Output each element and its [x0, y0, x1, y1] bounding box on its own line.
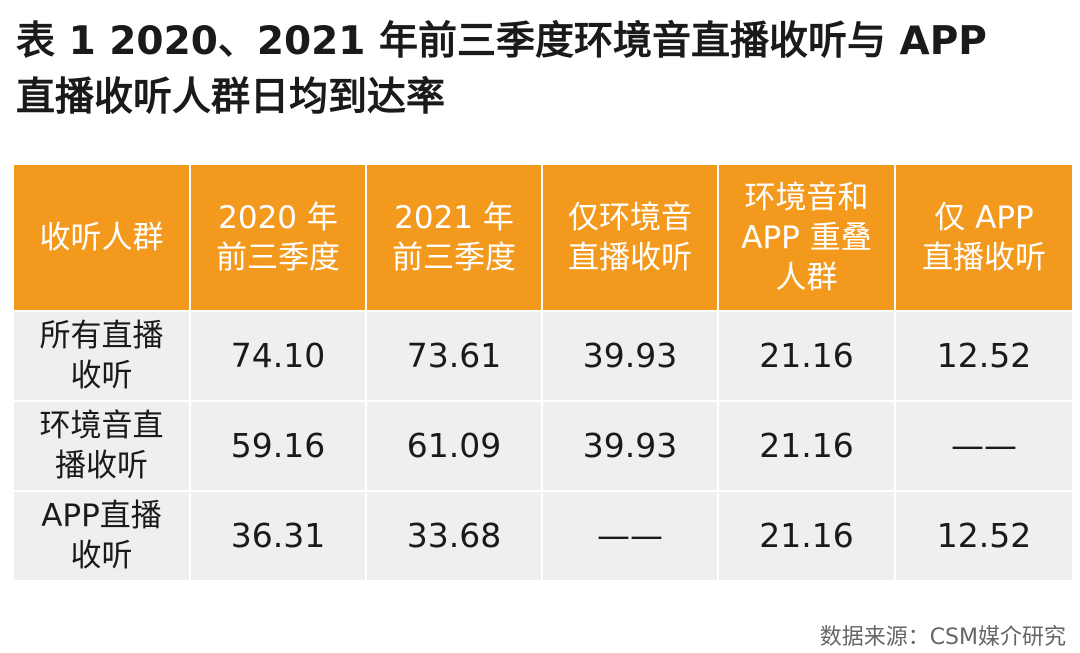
table-title-line-1: 表 1 2020、2021 年前三季度环境音直播收听与 APP	[16, 19, 987, 64]
table-cell: 61.09	[366, 400, 543, 491]
table-row: 所有直播 收听 74.10 73.61 39.93 21.16 12.52	[14, 310, 1072, 401]
table-cell: ——	[895, 400, 1072, 491]
reach-rate-table: 收听人群 2020 年前三季度 2021 年前三季度 仅环境音 直播收听 环境音和…	[14, 165, 1072, 580]
header-app-only: 仅 APP 直播收听	[895, 165, 1072, 311]
table-row: 环境音直 播收听 59.16 61.09 39.93 21.16 ——	[14, 400, 1072, 491]
table-cell: 39.93	[542, 400, 719, 491]
table-cell: 39.93	[542, 310, 719, 401]
table-cell: 59.16	[190, 400, 367, 491]
table-cell: 73.61	[366, 310, 543, 401]
table-header-row: 收听人群 2020 年前三季度 2021 年前三季度 仅环境音 直播收听 环境音和…	[14, 165, 1072, 311]
table-title: 表 1 2020、2021 年前三季度环境音直播收听与 APP 直播收听人群日均…	[16, 14, 1066, 126]
table-cell: ——	[542, 490, 719, 580]
header-overlap: 环境音和 APP 重叠 人群	[718, 165, 896, 311]
header-ambient-only: 仅环境音 直播收听	[542, 165, 719, 311]
table-cell: 12.52	[895, 310, 1072, 401]
header-audience: 收听人群	[14, 165, 191, 311]
header-2020-q1-q3: 2020 年前三季度	[190, 165, 367, 311]
header-2021-q1-q3: 2021 年前三季度	[366, 165, 543, 311]
table-cell: 74.10	[190, 310, 367, 401]
row-label: APP直播 收听	[14, 490, 191, 580]
table-cell: 21.16	[718, 310, 896, 401]
table-cell: 21.16	[718, 400, 896, 491]
table-row: APP直播 收听 36.31 33.68 —— 21.16 12.52	[14, 490, 1072, 580]
row-label: 所有直播 收听	[14, 310, 191, 401]
table-cell: 33.68	[366, 490, 543, 580]
row-label: 环境音直 播收听	[14, 400, 191, 491]
table-cell: 21.16	[718, 490, 896, 580]
table-cell: 36.31	[190, 490, 367, 580]
table-cell: 12.52	[895, 490, 1072, 580]
table-title-line-2: 直播收听人群日均到达率	[16, 75, 446, 120]
data-source-note: 数据来源：CSM媒介研究	[819, 625, 1066, 650]
